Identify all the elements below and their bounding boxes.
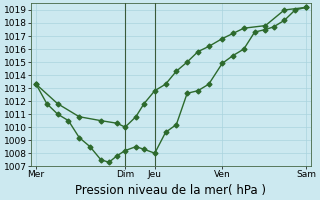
X-axis label: Pression niveau de la mer( hPa ): Pression niveau de la mer( hPa ) xyxy=(76,184,267,197)
